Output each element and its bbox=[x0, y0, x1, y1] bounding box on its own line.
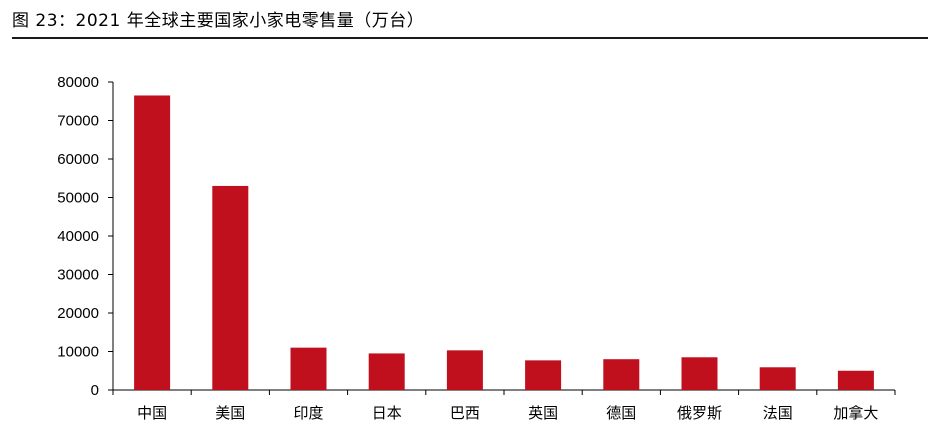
y-tick-labels: 0 10000 20000 30000 40000 50000 60000 70000 8000… bbox=[57, 74, 99, 399]
bar-8 bbox=[759, 367, 796, 390]
x-category-label: 日本 bbox=[372, 404, 402, 422]
bar-0 bbox=[134, 95, 171, 390]
bar-1 bbox=[212, 185, 249, 390]
bar-9 bbox=[837, 370, 874, 390]
x-category-label: 俄罗斯 bbox=[677, 404, 722, 422]
x-category-label: 中国 bbox=[137, 404, 167, 422]
x-category-label: 加拿大 bbox=[833, 404, 878, 422]
y-tick-label: 10000 bbox=[57, 344, 99, 361]
y-tick-label: 80000 bbox=[57, 74, 99, 91]
x-category-label: 美国 bbox=[215, 404, 245, 422]
bar-4 bbox=[446, 350, 483, 390]
bar-7 bbox=[681, 357, 718, 390]
y-tick-label: 60000 bbox=[57, 151, 99, 168]
y-tick-label: 0 bbox=[91, 382, 99, 399]
bar-3 bbox=[368, 353, 405, 390]
y-tick-label: 70000 bbox=[57, 113, 99, 130]
bars bbox=[134, 95, 874, 390]
x-category-label: 英国 bbox=[528, 404, 558, 422]
title-underline bbox=[12, 37, 928, 39]
bar-2 bbox=[290, 347, 327, 390]
x-category-label: 德国 bbox=[606, 404, 636, 422]
x-category-label: 法国 bbox=[763, 404, 793, 422]
y-tick-label: 40000 bbox=[57, 228, 99, 245]
y-tick-label: 20000 bbox=[57, 305, 99, 322]
y-tick-label: 50000 bbox=[57, 190, 99, 207]
x-category-label: 巴西 bbox=[450, 404, 480, 422]
figure-title: 图 23：2021 年全球主要国家小家电零售量（万台） bbox=[12, 11, 425, 31]
x-category-label: 印度 bbox=[293, 404, 323, 422]
bar-5 bbox=[525, 360, 562, 390]
x-category-labels: 中国 美国 印度 日本 巴西 英国 德国 俄罗斯 法国 加拿大 bbox=[137, 404, 878, 422]
bar-6 bbox=[603, 359, 640, 390]
y-tick-label: 30000 bbox=[57, 267, 99, 284]
